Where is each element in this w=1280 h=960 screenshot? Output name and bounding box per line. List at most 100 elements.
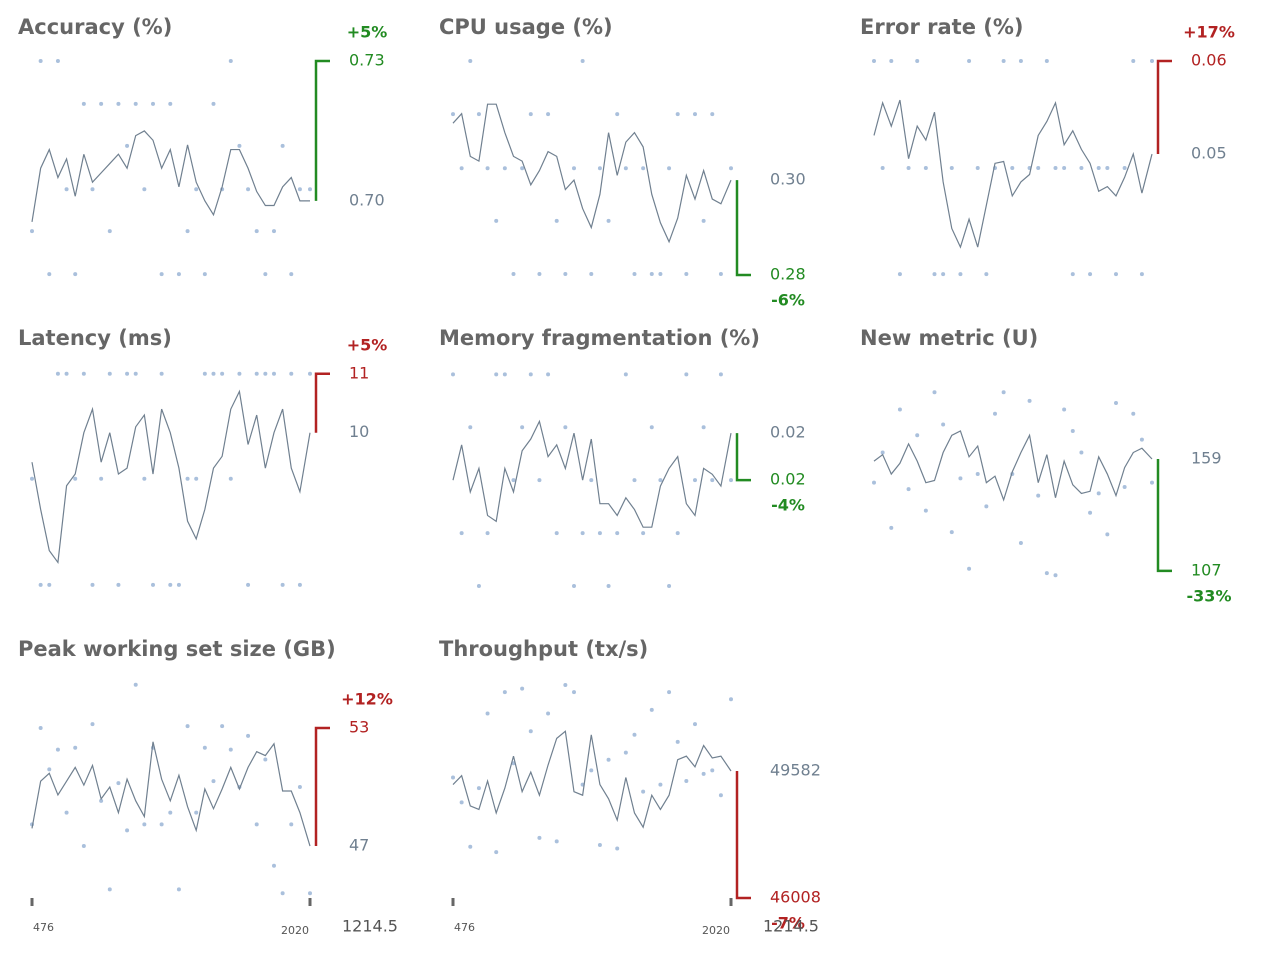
point [511, 478, 516, 483]
point [81, 101, 86, 106]
point [632, 478, 637, 483]
point [176, 272, 181, 277]
point [649, 425, 654, 430]
point [906, 487, 911, 492]
point [142, 822, 147, 827]
point [159, 272, 164, 277]
line [452, 103, 732, 244]
change-label: +5% [347, 335, 388, 354]
point [975, 166, 980, 170]
point [476, 786, 481, 791]
point [451, 112, 455, 117]
point [984, 504, 989, 509]
x-tick-label: 476 [454, 921, 475, 934]
point [658, 272, 663, 277]
point [237, 143, 242, 148]
point [280, 582, 285, 587]
point [211, 101, 216, 106]
point [494, 372, 499, 377]
point [64, 187, 69, 192]
x-tick-label: 2020 [702, 924, 730, 937]
point [563, 272, 568, 277]
point [906, 166, 911, 170]
point [546, 711, 551, 716]
panel-title: Accuracy (%) [18, 15, 172, 39]
point [984, 272, 989, 277]
point [263, 371, 268, 376]
point [1088, 272, 1093, 277]
point [476, 112, 481, 117]
change-label: -6% [771, 291, 805, 310]
point [949, 530, 954, 535]
point [308, 371, 312, 376]
point [47, 582, 52, 587]
point [1096, 491, 1101, 496]
point [667, 584, 672, 588]
point [55, 371, 60, 376]
point [485, 166, 490, 171]
point [30, 229, 34, 234]
point [1105, 532, 1110, 537]
point [90, 582, 95, 587]
x-axis-label: 1214.5 [763, 917, 819, 936]
point [468, 59, 473, 63]
point [107, 371, 112, 376]
point [1036, 166, 1041, 170]
point [701, 218, 706, 223]
point [116, 781, 121, 786]
point [729, 697, 733, 702]
point [537, 835, 542, 840]
point [99, 798, 104, 803]
point [710, 768, 715, 773]
panel-title: CPU usage (%) [439, 15, 613, 39]
reference-label: 46008 [770, 887, 821, 906]
last-value-label: 49582 [770, 760, 821, 779]
point [958, 272, 963, 277]
point [159, 371, 164, 376]
point [684, 779, 689, 784]
point [64, 810, 69, 815]
point [468, 425, 473, 430]
point [889, 525, 894, 530]
point [701, 771, 706, 776]
point [1001, 390, 1006, 395]
point [107, 229, 112, 234]
point [459, 166, 464, 171]
point [211, 779, 216, 784]
point [580, 59, 585, 63]
point [202, 745, 207, 750]
point [546, 112, 551, 117]
bracket [735, 433, 751, 482]
point [667, 166, 672, 171]
point [55, 747, 60, 752]
point [615, 531, 620, 536]
point [537, 478, 542, 483]
change-label: -7% [771, 913, 805, 932]
point [649, 707, 654, 712]
point [897, 272, 902, 277]
point [502, 372, 507, 377]
change-label: -33% [1187, 586, 1232, 605]
point [597, 531, 602, 536]
point [133, 371, 138, 376]
point [897, 407, 902, 412]
point [949, 166, 954, 170]
point [1062, 407, 1067, 412]
point [246, 187, 251, 192]
point [308, 891, 312, 896]
point [133, 101, 138, 106]
point [1079, 166, 1084, 170]
point [632, 272, 637, 277]
panel-title: Latency (ms) [18, 326, 172, 350]
point [451, 372, 455, 377]
point [246, 582, 251, 587]
change-label: +5% [347, 23, 388, 42]
point [176, 582, 181, 587]
point [202, 371, 207, 376]
line [873, 99, 1153, 249]
point [116, 582, 121, 587]
point [554, 839, 559, 844]
point [710, 478, 715, 483]
point [73, 745, 78, 750]
point [168, 101, 173, 106]
